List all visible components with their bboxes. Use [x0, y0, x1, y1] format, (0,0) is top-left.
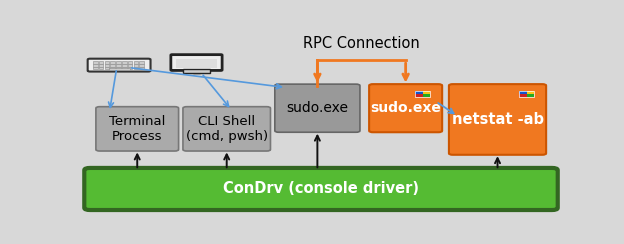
- Bar: [128, 64, 132, 67]
- Text: CLI Shell
(cmd, pwsh): CLI Shell (cmd, pwsh): [186, 115, 268, 143]
- Bar: [93, 61, 97, 64]
- Bar: [134, 64, 139, 67]
- Bar: [110, 61, 115, 64]
- FancyBboxPatch shape: [449, 84, 546, 155]
- Bar: [122, 61, 127, 64]
- Bar: [109, 68, 130, 70]
- Bar: [139, 67, 144, 70]
- Bar: [93, 64, 97, 67]
- Bar: [99, 64, 104, 67]
- Bar: [116, 64, 121, 67]
- FancyBboxPatch shape: [96, 107, 178, 151]
- Bar: [99, 67, 104, 70]
- FancyBboxPatch shape: [275, 84, 360, 132]
- Bar: [128, 67, 132, 70]
- Bar: [105, 61, 109, 64]
- Polygon shape: [416, 94, 423, 97]
- Text: sudo.exe: sudo.exe: [370, 101, 441, 115]
- Bar: [176, 59, 217, 69]
- Bar: [93, 67, 97, 70]
- FancyBboxPatch shape: [183, 107, 270, 151]
- Bar: [99, 61, 104, 64]
- Bar: [110, 67, 115, 70]
- Polygon shape: [519, 94, 527, 97]
- Polygon shape: [423, 91, 431, 94]
- Bar: [128, 61, 132, 64]
- Text: ConDrv (console driver): ConDrv (console driver): [223, 182, 419, 196]
- FancyBboxPatch shape: [84, 168, 558, 210]
- Polygon shape: [416, 91, 423, 94]
- FancyBboxPatch shape: [369, 84, 442, 132]
- Bar: [139, 61, 144, 64]
- Bar: [134, 67, 139, 70]
- Polygon shape: [527, 94, 534, 97]
- Bar: [193, 70, 200, 73]
- Bar: [110, 64, 115, 67]
- Text: Terminal
Process: Terminal Process: [109, 115, 165, 143]
- Text: RPC Connection: RPC Connection: [303, 36, 420, 51]
- Bar: [183, 69, 210, 73]
- FancyBboxPatch shape: [87, 59, 150, 71]
- Bar: [134, 61, 139, 64]
- Text: sudo.exe: sudo.exe: [286, 101, 348, 115]
- Bar: [116, 67, 121, 70]
- Polygon shape: [527, 91, 534, 94]
- Polygon shape: [423, 94, 431, 97]
- Bar: [105, 67, 109, 70]
- Bar: [122, 67, 127, 70]
- FancyBboxPatch shape: [171, 55, 222, 71]
- Bar: [105, 64, 109, 67]
- Bar: [116, 61, 121, 64]
- Text: netstat -ab: netstat -ab: [452, 112, 544, 127]
- Bar: [139, 64, 144, 67]
- Polygon shape: [519, 91, 527, 94]
- Bar: [122, 64, 127, 67]
